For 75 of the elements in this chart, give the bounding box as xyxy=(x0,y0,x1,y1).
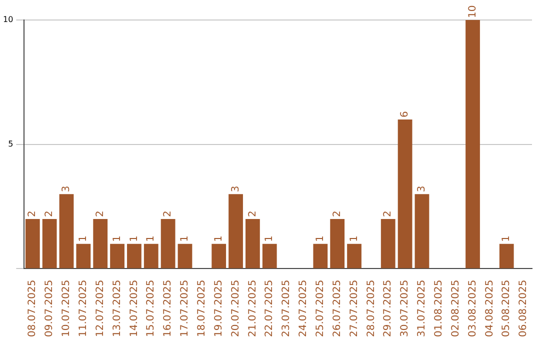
bar xyxy=(228,194,243,268)
bar xyxy=(262,244,277,268)
data-label: 2 xyxy=(27,210,38,217)
data-label: 3 xyxy=(61,186,72,192)
x-tick-label: 23.07.2025 xyxy=(281,280,292,338)
data-label: 1 xyxy=(78,235,90,242)
bar xyxy=(347,244,362,268)
bar xyxy=(246,218,260,268)
x-tick-label: 14.07.2025 xyxy=(128,280,140,338)
x-tick-label: 29.07.2025 xyxy=(382,280,394,338)
data-label: 2 xyxy=(382,210,394,217)
bar xyxy=(466,20,480,268)
x-tick-label: 16.07.2025 xyxy=(162,280,174,338)
bar xyxy=(110,244,124,268)
data-label: 3 xyxy=(416,186,428,192)
x-tick-label: 26.07.2025 xyxy=(332,280,343,338)
x-tick-label: 02.08.2025 xyxy=(450,280,462,338)
x-tick-label: 19.07.2025 xyxy=(213,280,224,338)
bar xyxy=(499,244,514,268)
bar xyxy=(127,244,142,268)
x-tick-label: 28.07.2025 xyxy=(366,280,377,338)
data-label: 1 xyxy=(213,235,224,242)
x-tick-label: 21.07.2025 xyxy=(247,280,258,338)
data-label: 2 xyxy=(332,210,343,217)
x-tick-label: 06.08.2025 xyxy=(518,280,530,338)
x-tick-label: 10.07.2025 xyxy=(61,280,72,338)
x-tick-label: 18.07.2025 xyxy=(196,280,208,338)
x-tick-label: 11.07.2025 xyxy=(78,280,90,338)
bar xyxy=(313,244,328,268)
data-label: 1 xyxy=(112,235,123,242)
data-label: 1 xyxy=(315,235,326,242)
bar xyxy=(330,218,345,268)
data-label: 1 xyxy=(146,235,157,242)
x-tick-label: 15.07.2025 xyxy=(146,280,157,338)
x-tick-label: 13.07.2025 xyxy=(112,280,123,338)
x-tick-label: 31.07.2025 xyxy=(416,280,428,338)
x-tick-label: 04.08.2025 xyxy=(484,280,496,338)
bar xyxy=(398,120,412,268)
bar xyxy=(380,218,396,268)
data-label: 1 xyxy=(180,235,191,242)
bar xyxy=(144,244,158,268)
data-label: 1 xyxy=(128,235,140,242)
x-tick-label: 01.08.2025 xyxy=(433,280,444,338)
x-tick-label: 12.07.2025 xyxy=(94,280,106,338)
x-tick-label: 17.07.2025 xyxy=(180,280,191,338)
data-label: 10 xyxy=(467,5,478,18)
data-label: 1 xyxy=(348,235,360,242)
bar xyxy=(212,244,226,268)
x-tick-label: 30.07.2025 xyxy=(400,280,411,338)
x-tick-label: 09.07.2025 xyxy=(44,280,56,338)
x-tick-label: 20.07.2025 xyxy=(230,280,242,338)
bar xyxy=(178,244,192,268)
data-label: 2 xyxy=(44,210,56,217)
data-label: 3 xyxy=(230,186,242,192)
data-label: 6 xyxy=(400,111,411,118)
x-tick-label: 27.07.2025 xyxy=(348,280,360,338)
bar xyxy=(93,218,108,268)
bar xyxy=(160,218,176,268)
x-tick-label: 08.07.2025 xyxy=(27,280,38,338)
x-tick-label: 25.07.2025 xyxy=(315,280,326,338)
x-tick-label: 24.07.2025 xyxy=(298,280,310,338)
data-label: 2 xyxy=(247,210,258,217)
data-label: 2 xyxy=(94,210,106,217)
bar xyxy=(25,218,40,268)
data-label: 1 xyxy=(264,235,276,242)
bar xyxy=(59,194,74,268)
data-label: 1 xyxy=(501,235,512,242)
x-tick-label: 03.08.2025 xyxy=(467,280,478,338)
bar xyxy=(414,194,430,268)
bar xyxy=(42,218,57,268)
x-tick-label: 05.08.2025 xyxy=(501,280,512,338)
y-tick-label: 5 xyxy=(8,139,14,148)
x-tick-label: 22.07.2025 xyxy=(264,280,276,338)
bar xyxy=(76,244,91,268)
data-label: 2 xyxy=(162,210,174,217)
